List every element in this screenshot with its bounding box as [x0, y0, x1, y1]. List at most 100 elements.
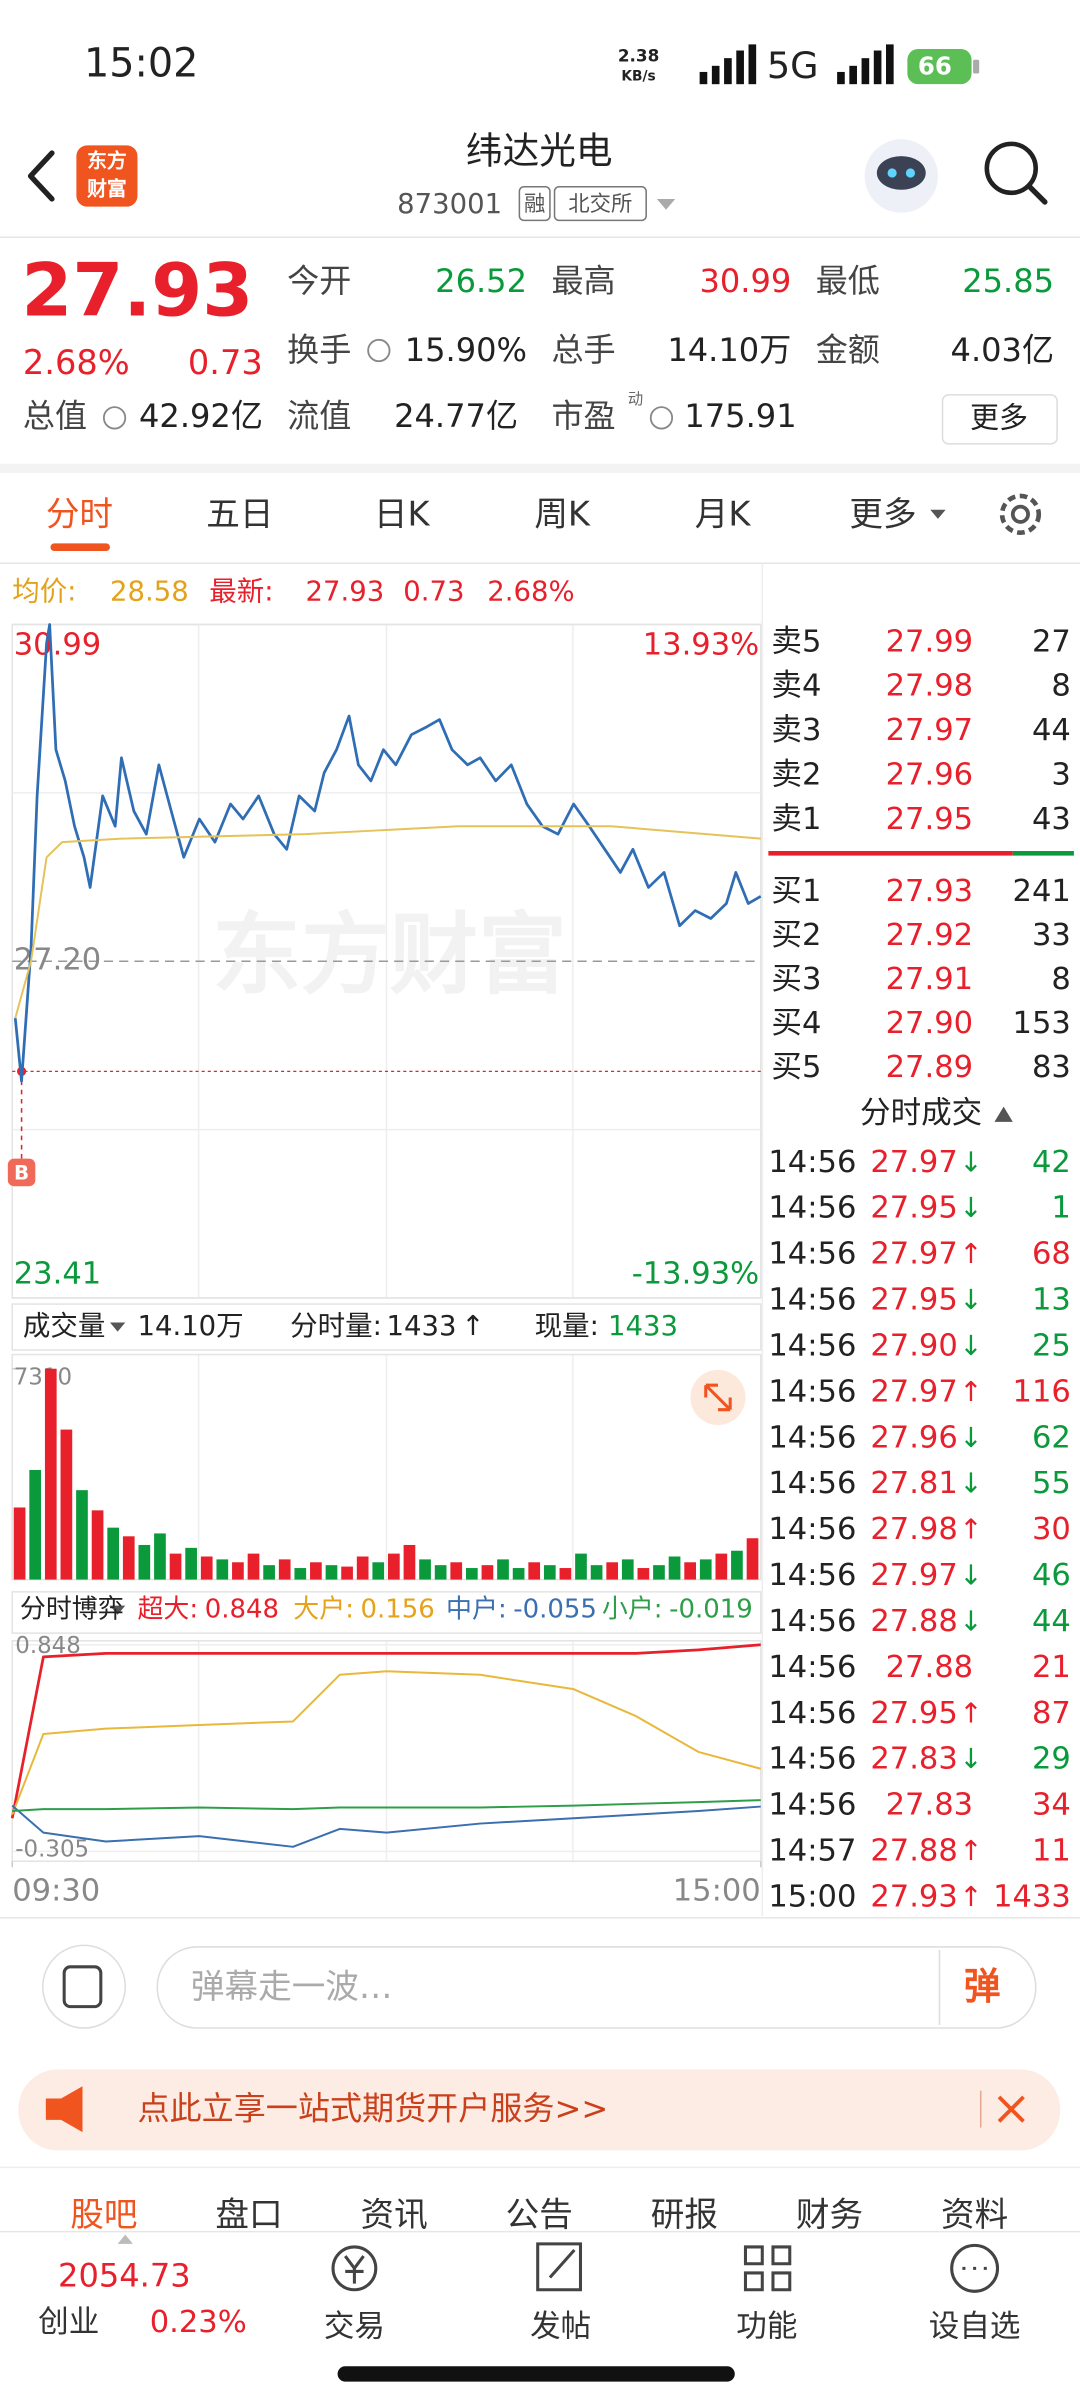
tab[interactable]: 五日: [206, 494, 273, 533]
logo-text: 财富: [87, 177, 127, 200]
marker-badge: [7, 1158, 36, 1187]
nav-pointer: [117, 2234, 133, 2244]
fund-item-value: 0.156: [361, 1595, 435, 1625]
settings-button[interactable]: [999, 493, 1042, 535]
y-tick-label: 27.20: [14, 943, 101, 978]
promo-banner[interactable]: [18, 2069, 1061, 2151]
nav-icon[interactable]: [950, 2243, 1000, 2293]
trade-volume: 68: [1032, 1237, 1071, 1272]
comment-input[interactable]: [156, 1946, 1037, 2029]
tab[interactable]: 周K: [534, 494, 591, 533]
volume-bar: [76, 1490, 88, 1580]
book-volume: 43: [1032, 802, 1071, 837]
sort-arrow[interactable]: [994, 1106, 1013, 1122]
volume-bar: [481, 1565, 494, 1580]
dropdown-arrow[interactable]: [656, 198, 676, 210]
change: 0.73: [188, 343, 263, 382]
book-price: 27.89: [886, 1050, 973, 1085]
book-volume: 83: [1032, 1050, 1071, 1085]
tab[interactable]: 月K: [695, 494, 752, 533]
danmaku-button[interactable]: 弹: [964, 1965, 1001, 2008]
avg-value: 28.58: [110, 575, 189, 607]
nav-item[interactable]: 设自选: [929, 2310, 1021, 2345]
fund-label[interactable]: 分时博弈: [20, 1595, 124, 1625]
index-value[interactable]: 2054.73: [58, 2257, 191, 2295]
dropdown-arrow[interactable]: [109, 1605, 126, 1615]
trade-time: 15:00: [768, 1879, 856, 1914]
banner-text[interactable]: 点此立享一站式期货开户服务>>: [137, 2090, 608, 2128]
nav-icon[interactable]: [536, 2242, 583, 2292]
trade-price: 27.88: [870, 1834, 957, 1869]
close-button[interactable]: [997, 2095, 1025, 2123]
trades-title[interactable]: 分时成交: [860, 1096, 982, 1131]
tab[interactable]: 分时: [46, 494, 113, 533]
y-tick-label: 30.99: [14, 627, 101, 662]
tab[interactable]: 日K: [374, 494, 431, 533]
y2-tick-label: -13.93%: [632, 1256, 760, 1291]
volume-bar: [44, 1368, 57, 1580]
content-tab[interactable]: 盘口: [215, 2195, 282, 2234]
comment-list-button[interactable]: [42, 1944, 127, 2029]
nav-item[interactable]: 交易: [324, 2310, 385, 2345]
content-tab[interactable]: 资讯: [361, 2195, 428, 2234]
book-label: 卖2: [771, 757, 821, 792]
nav-icon[interactable]: [743, 2245, 792, 2292]
stock-code: 873001: [397, 188, 502, 220]
volume-bar: [388, 1553, 400, 1580]
last-price: 27.93: [21, 248, 253, 333]
trade-direction: ↑: [959, 1238, 982, 1270]
volume-label[interactable]: 成交量: [23, 1310, 105, 1342]
trade-direction: ↓: [959, 1330, 982, 1362]
content-tab[interactable]: 财务: [796, 2195, 863, 2234]
index-name[interactable]: 创业: [38, 2305, 99, 2340]
index-change[interactable]: 0.23%: [150, 2305, 247, 2340]
search-button[interactable]: [984, 141, 1039, 196]
signal-icon: [699, 44, 894, 85]
content-tab[interactable]: 股吧: [70, 2195, 137, 2234]
trade-volume: 34: [1032, 1788, 1071, 1823]
fund-header-frame: [11, 1591, 762, 1634]
book-price: 27.98: [886, 669, 973, 704]
trade-price: 27.97: [870, 1237, 957, 1272]
net-unit: KB/s: [621, 69, 655, 85]
fund-item-label: 小户:: [602, 1595, 663, 1625]
volume-bar: [29, 1469, 42, 1580]
stat-value: 25.85: [962, 262, 1054, 300]
more-button[interactable]: [941, 394, 1058, 445]
book-volume: 153: [1013, 1006, 1071, 1041]
nav-item[interactable]: 功能: [736, 2310, 797, 2345]
battery-level: 66: [918, 51, 952, 80]
back-button[interactable]: [27, 150, 55, 202]
trade-volume: 25: [1032, 1328, 1071, 1363]
stat-superscript: 动: [628, 390, 643, 408]
content-tab[interactable]: 研报: [651, 2195, 718, 2234]
volume-bar: [715, 1553, 728, 1580]
stat-label: 最低: [816, 262, 880, 300]
series-line: [13, 623, 762, 1083]
book-volume: 241: [1013, 874, 1071, 909]
volume-bar: [699, 1559, 712, 1580]
trade-direction: ↓: [959, 1605, 982, 1637]
more-button-label[interactable]: 更多: [970, 400, 1028, 434]
period-volume-arrow: ↑: [461, 1310, 484, 1342]
nav-item[interactable]: 发帖: [530, 2310, 591, 2345]
trade-price: 27.88: [870, 1604, 957, 1639]
content-tab[interactable]: 公告: [506, 2195, 573, 2234]
content-tab[interactable]: 资料: [941, 2195, 1008, 2234]
tab[interactable]: 更多: [849, 494, 916, 533]
trade-direction: ↓: [959, 1743, 982, 1775]
trade-price: 27.95: [870, 1696, 957, 1731]
dropdown-arrow[interactable]: [109, 1322, 126, 1332]
latest-label: 最新:: [209, 575, 273, 607]
book-volume: 27: [1032, 624, 1071, 659]
volume-bar: [13, 1507, 26, 1580]
volume-bar: [341, 1566, 353, 1580]
trade-volume: 44: [1032, 1604, 1071, 1639]
trade-price: 27.97: [870, 1145, 957, 1180]
dropdown-arrow[interactable]: [930, 509, 946, 519]
fund-frame: [11, 1640, 762, 1862]
volume-bar: [543, 1565, 556, 1580]
nav-icon[interactable]: [331, 2245, 378, 2292]
trade-direction: ↑: [959, 1835, 982, 1867]
volume-bar: [60, 1429, 73, 1580]
